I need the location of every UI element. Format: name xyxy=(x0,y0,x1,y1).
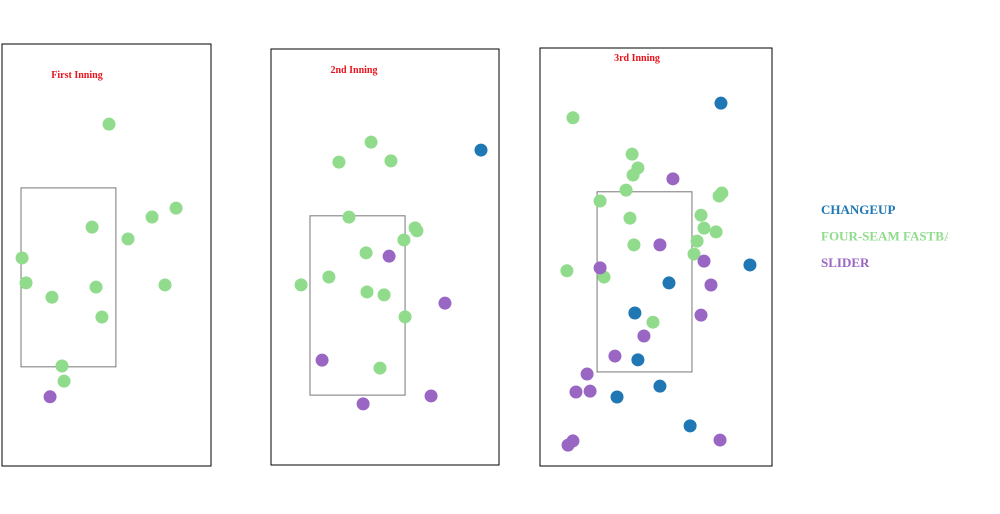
pitch-point xyxy=(626,168,640,182)
pitch-point xyxy=(158,278,172,292)
pitch-point xyxy=(169,201,183,215)
pitch-point xyxy=(625,147,639,161)
pitch-point xyxy=(627,238,641,252)
pitch-point xyxy=(57,374,71,388)
pitch-point xyxy=(89,280,103,294)
strike-zone xyxy=(309,215,406,396)
pitch-point xyxy=(410,224,424,238)
panel-frame xyxy=(1,43,212,467)
pitch-point xyxy=(583,384,597,398)
pitch-point xyxy=(610,390,624,404)
pitch-point xyxy=(593,261,607,275)
pitch-point xyxy=(697,221,711,235)
pitch-point xyxy=(662,276,676,290)
pitch-point xyxy=(714,96,728,110)
panel-title: First Inning xyxy=(51,70,102,81)
pitch-point xyxy=(704,278,718,292)
pitch-point xyxy=(628,306,642,320)
pitch-point xyxy=(373,361,387,375)
pitch-point xyxy=(45,290,59,304)
pitch-point xyxy=(342,210,356,224)
pitch-point xyxy=(580,367,594,381)
strike-zone xyxy=(596,191,693,373)
pitch-point xyxy=(687,247,701,261)
panel-title: 3rd Inning xyxy=(614,53,660,64)
pitch-point xyxy=(322,270,336,284)
pitch-point xyxy=(697,254,711,268)
pitch-point xyxy=(15,251,29,265)
pitch-point xyxy=(95,310,109,324)
pitch-point xyxy=(690,234,704,248)
pitch-point xyxy=(43,390,57,404)
pitch-point xyxy=(438,296,452,310)
strike-zone xyxy=(20,187,117,368)
pitch-point xyxy=(653,379,667,393)
pitch-point xyxy=(683,419,697,433)
pitch-point xyxy=(294,278,308,292)
pitch-point xyxy=(608,349,622,363)
pitch-point xyxy=(569,385,583,399)
pitch-point xyxy=(709,225,723,239)
pitch-point xyxy=(646,315,660,329)
legend-label: CHANGEUP xyxy=(821,202,895,217)
pitch-point xyxy=(694,308,708,322)
pitch-point xyxy=(743,258,757,272)
pitch-point xyxy=(593,194,607,208)
pitch-point xyxy=(619,183,633,197)
panel-frame xyxy=(539,47,773,467)
pitch-point xyxy=(713,433,727,447)
pitch-point xyxy=(397,233,411,247)
pitch-point xyxy=(560,264,574,278)
pitch-point xyxy=(332,155,346,169)
pitch-point xyxy=(382,249,396,263)
pitch-point xyxy=(360,285,374,299)
pitch-point xyxy=(566,111,580,125)
pitch-point xyxy=(666,172,680,186)
pitch-point xyxy=(102,117,116,131)
panel-title: 2nd Inning xyxy=(331,65,378,76)
pitch-point xyxy=(377,288,391,302)
pitch-point xyxy=(315,353,329,367)
pitch-point xyxy=(637,329,651,343)
pitch-point xyxy=(712,189,726,203)
pitch-point xyxy=(359,246,373,260)
pitch-point xyxy=(384,154,398,168)
pitch-point xyxy=(653,238,667,252)
legend-label: FOUR-SEAM FASTBALL xyxy=(821,228,971,243)
pitch-point xyxy=(561,438,575,452)
pitch-point xyxy=(121,232,135,246)
pitch-point xyxy=(55,359,69,373)
legend-label: SLIDER xyxy=(821,255,870,270)
pitch-point xyxy=(631,353,645,367)
pitch-point xyxy=(474,143,488,157)
pitch-point xyxy=(364,135,378,149)
legend: CHANGEUP FOUR-SEAM FASTBALL SLIDER xyxy=(821,202,971,270)
pitch-point xyxy=(85,220,99,234)
pitch-point xyxy=(19,276,33,290)
pitch-point xyxy=(424,389,438,403)
pitch-point xyxy=(356,397,370,411)
pitch-point xyxy=(145,210,159,224)
pitch-point xyxy=(623,211,637,225)
pitch-point xyxy=(398,310,412,324)
pitch-point xyxy=(694,208,708,222)
panel-frame xyxy=(270,48,500,466)
